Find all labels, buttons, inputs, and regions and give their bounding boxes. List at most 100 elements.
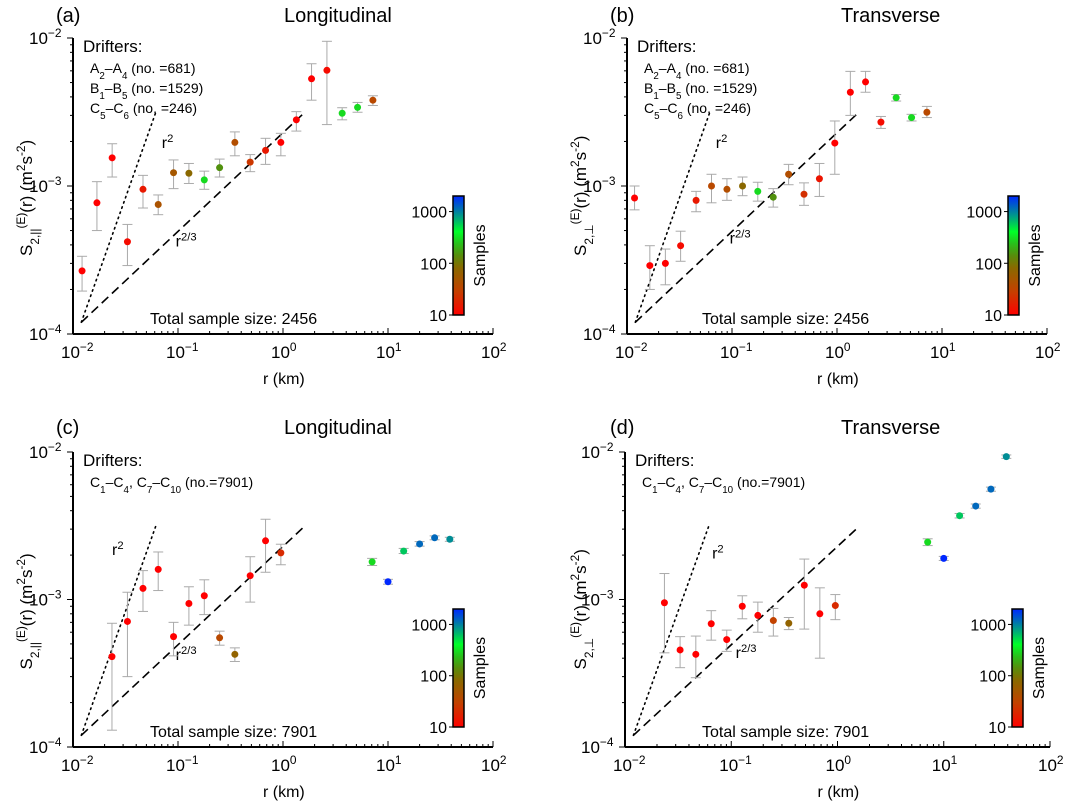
y-tick-label: 10−2​ [583,26,616,48]
data-point [367,95,378,106]
y-axis-label: S2,||​(E)​(r) (m2​s-2​) [14,553,42,669]
colorbar-tick-label: 100 [979,669,1006,686]
superscript: −3 [48,174,62,188]
superscript: −3 [602,174,616,188]
y-tick-label: 10−2​ [29,440,62,462]
data-marker [816,610,824,618]
text-part: 10 [271,343,290,362]
data-marker [123,238,131,246]
text-part: S [17,658,36,669]
data-point [429,534,440,542]
data-marker [262,537,270,545]
data-marker [139,185,147,193]
data-marker [769,617,777,625]
superscript: -2 [14,145,28,156]
subscript: 10 [170,485,181,496]
x-tick-label: 100​ [271,753,297,775]
colorbar-tick-label: 1000 [966,205,1002,222]
r2-label: r2​ [112,540,124,559]
superscript: 2 [1057,753,1064,767]
data-point [245,556,256,603]
subscript: 1 [653,91,658,102]
superscript: 2 [167,133,173,145]
subscript: 5 [100,111,106,122]
text-part: C [113,100,123,116]
data-point [659,573,670,654]
superscript: 2 [117,540,123,552]
data-point [938,554,949,562]
subscript: 7 [147,485,152,496]
superscript: 0 [844,340,851,354]
subscript: 2 [653,71,658,82]
data-marker [738,602,746,610]
subscript: 2 [99,71,104,82]
data-point [414,540,425,548]
x-tick-label: 10−1​ [719,753,752,775]
y-tick-label: 10−4​ [29,735,62,757]
text-part: 10 [481,756,500,775]
y-axis-label: S2,⊥​(E)​(r) (m2​s-2​) [568,549,596,669]
data-point [706,610,717,641]
text-part: 10 [481,343,500,362]
r23-label: r2/3​ [730,228,751,247]
x-tick-label: 100​ [826,753,852,775]
data-marker [676,646,684,654]
data-marker [323,66,331,74]
subscript: 5 [676,91,682,102]
text-part: r [712,545,718,562]
panel-label: (d) [610,417,634,439]
text-part: C [667,100,677,116]
data-point [691,190,702,213]
text-part: s [17,570,36,579]
text-part: 10 [61,756,80,775]
subscript: 1 [99,91,104,102]
y-tick-label: 10−3​ [581,588,614,610]
text-part: (no. =1529) [127,80,203,96]
text-part: – [106,100,114,116]
reference-line-r23 [632,525,860,736]
x-tick-label: 102​ [481,753,507,775]
data-point [970,502,981,510]
legend-line: C5​–C6​ (no. =246) [90,100,197,122]
data-marker [692,650,700,658]
data-marker [154,565,162,573]
subscript: 2,⊥ [582,638,596,658]
y-tick-label: 10−4​ [581,735,614,757]
data-marker [631,194,639,202]
text-part: – [105,60,113,76]
text-part: A [113,60,123,76]
subscript: 6 [124,111,130,122]
superscript: 1 [949,340,956,354]
data-point [168,621,179,657]
data-marker [677,242,685,250]
data-point [737,176,748,197]
text-part: – [704,474,712,490]
x-tick-label: 10−1​ [720,340,753,362]
subscript: 10 [722,485,733,496]
data-point [183,162,194,184]
text-part: s [17,156,36,165]
data-marker [154,200,162,208]
colorbar-label: Samples [472,224,489,286]
text-part: 10 [720,343,739,362]
data-point [768,188,779,208]
text-part: r [736,645,742,662]
x-tick-label: 101​ [376,753,402,775]
data-point [153,551,164,592]
superscript: −4 [600,735,614,749]
text-part: 10 [583,29,602,48]
data-marker [987,485,995,493]
subscript: 4 [122,71,128,82]
superscript: −4 [48,735,62,749]
data-point [337,107,348,121]
superscript: 2/3 [181,645,197,657]
text-part: C [665,474,675,490]
text-part: 10 [166,756,185,775]
data-marker [246,158,254,166]
text-part: r [716,135,722,152]
text-part: (r) (m [571,167,590,209]
data-marker [800,581,808,589]
panel-label: (c) [56,417,79,439]
data-point [137,570,148,612]
text-part: 10 [930,343,949,362]
